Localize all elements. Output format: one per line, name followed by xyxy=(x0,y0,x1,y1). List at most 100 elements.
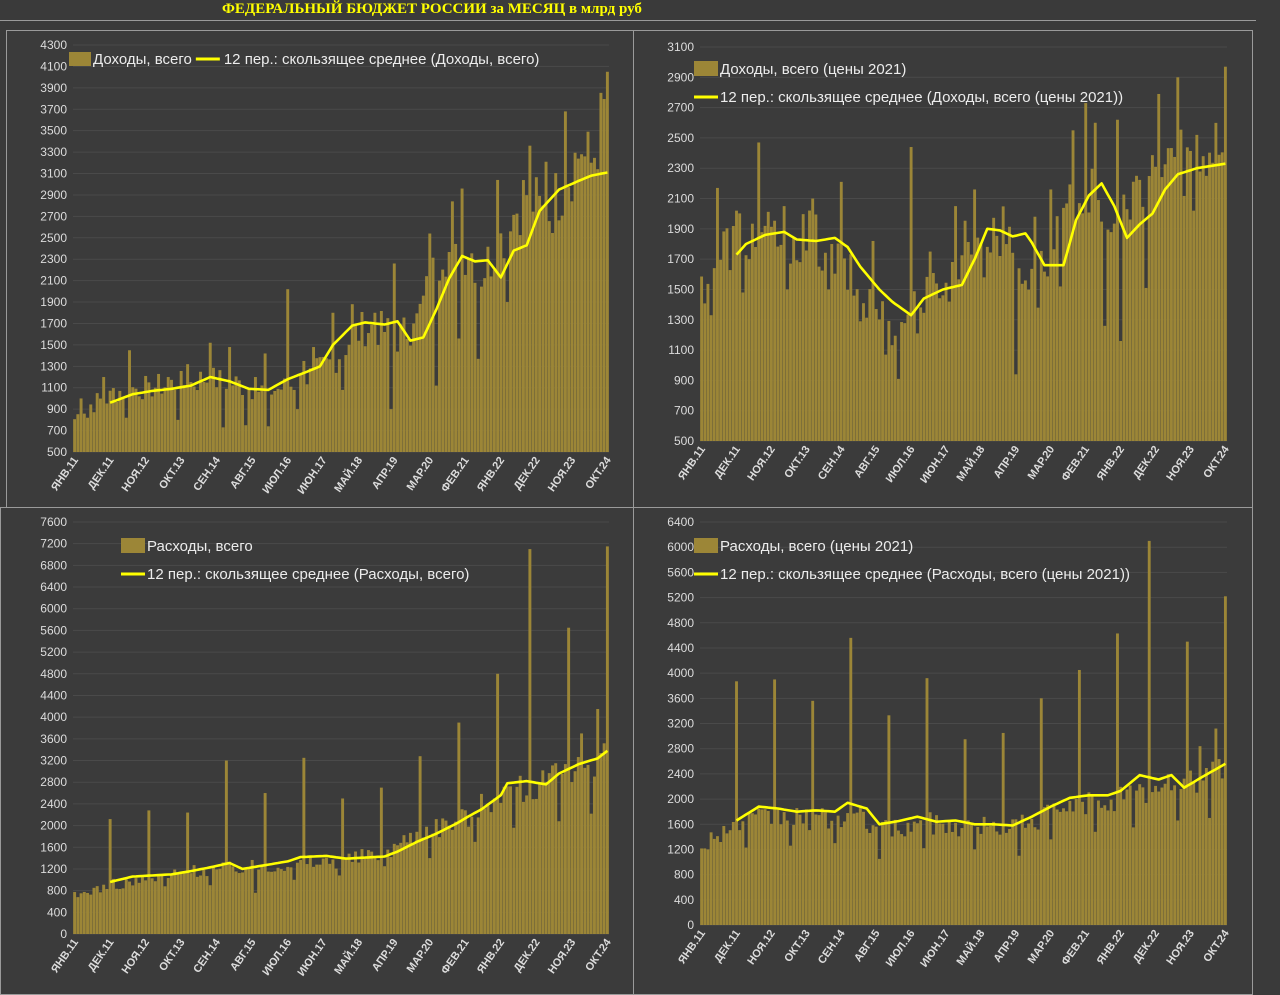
bar xyxy=(830,820,834,925)
bar xyxy=(538,195,542,452)
bar xyxy=(1138,784,1142,925)
bar xyxy=(811,198,815,441)
bar xyxy=(170,874,173,934)
bar xyxy=(454,821,458,934)
bar xyxy=(305,864,309,934)
bar xyxy=(189,873,193,934)
bar xyxy=(441,818,445,934)
y-tick-label: 6400 xyxy=(667,515,694,529)
bar xyxy=(735,210,738,441)
bar xyxy=(366,333,370,452)
bar xyxy=(247,868,251,934)
bar xyxy=(86,417,89,452)
x-tick-label: МАЙ.18 xyxy=(954,927,988,967)
bar xyxy=(938,298,942,441)
bar xyxy=(144,375,148,452)
bar xyxy=(554,763,558,934)
bar xyxy=(176,419,180,452)
bar xyxy=(205,876,209,934)
bar xyxy=(470,816,474,934)
bar xyxy=(337,359,341,452)
x-tick-label: СЕН.14 xyxy=(191,454,223,493)
bar xyxy=(215,869,219,934)
x-tick-label: ДЕК.11 xyxy=(86,455,117,492)
y-tick-label: 1700 xyxy=(40,316,67,330)
y-tick-label: 1500 xyxy=(667,282,694,296)
bar xyxy=(912,291,916,441)
x-tick-label: ИЮН.17 xyxy=(918,444,952,486)
bar xyxy=(1023,827,1027,925)
bar xyxy=(502,258,506,452)
bar xyxy=(551,765,554,934)
bar xyxy=(890,345,894,441)
bar xyxy=(1217,154,1221,442)
bar xyxy=(389,857,393,934)
bar xyxy=(1220,778,1224,925)
bar xyxy=(347,344,351,452)
bar xyxy=(128,350,131,452)
bar xyxy=(321,858,325,934)
bar xyxy=(234,376,238,452)
bar xyxy=(1195,792,1199,925)
bar xyxy=(150,396,154,452)
bar xyxy=(741,292,745,441)
x-tick-label: НОЯ.12 xyxy=(120,937,153,976)
bar xyxy=(804,809,808,925)
bar xyxy=(896,830,900,925)
bar xyxy=(969,254,973,441)
y-tick-label: 6000 xyxy=(40,602,67,616)
bar xyxy=(412,323,416,452)
bar xyxy=(823,252,827,441)
bar xyxy=(531,211,535,452)
bar xyxy=(605,546,609,934)
bar xyxy=(131,885,135,934)
bar xyxy=(925,276,929,441)
x-tick-label: ДЕК.22 xyxy=(512,937,543,974)
bar xyxy=(1106,810,1110,925)
x-tick-label: АПР.19 xyxy=(370,455,401,492)
bar xyxy=(1223,66,1227,441)
bar xyxy=(95,886,99,934)
bar xyxy=(1192,210,1196,441)
y-tick-label: 2500 xyxy=(667,131,694,145)
bar xyxy=(944,282,948,441)
page-title: ФЕДЕРАЛЬНЫЙ БЮДЖЕТ РОССИИ за МЕСЯЦ в млр… xyxy=(222,1,642,17)
y-tick-label: 500 xyxy=(47,445,67,459)
y-tick-label: 900 xyxy=(47,402,67,416)
bar xyxy=(1147,540,1151,925)
bar xyxy=(846,289,850,441)
bar xyxy=(1023,280,1027,441)
y-tick-label: 2700 xyxy=(667,101,694,115)
bar xyxy=(373,312,377,452)
legend: Доходы, всего 12 пер.: скользящее среднее… xyxy=(69,51,539,68)
bar xyxy=(852,813,856,925)
y-tick-label: 2400 xyxy=(667,767,694,781)
y-tick-label: 3200 xyxy=(40,754,67,768)
y-tick-label: 2100 xyxy=(667,192,694,206)
bar xyxy=(250,859,254,934)
bar xyxy=(434,385,438,452)
bar xyxy=(871,825,875,925)
bar xyxy=(560,773,564,934)
bar xyxy=(182,872,186,934)
bar xyxy=(115,401,119,452)
bar xyxy=(931,273,935,441)
bar xyxy=(827,828,831,925)
bar xyxy=(1011,819,1015,925)
x-tick-label: МАЙ.18 xyxy=(331,936,365,976)
bar xyxy=(305,384,309,452)
bar xyxy=(836,243,840,441)
bar xyxy=(299,374,303,452)
legend-label-line: 12 пер.: скользящее среднее (Расходы, вс… xyxy=(147,566,469,583)
bar xyxy=(719,259,723,441)
bar xyxy=(234,871,238,934)
bar xyxy=(447,252,451,452)
bar xyxy=(782,812,786,925)
bar xyxy=(105,403,109,452)
y-tick-label: 4000 xyxy=(667,666,694,680)
x-tick-label: АПР.19 xyxy=(991,928,1022,965)
bar xyxy=(1027,823,1031,925)
bar xyxy=(1043,807,1046,925)
bar xyxy=(150,878,154,934)
bar xyxy=(989,825,992,925)
